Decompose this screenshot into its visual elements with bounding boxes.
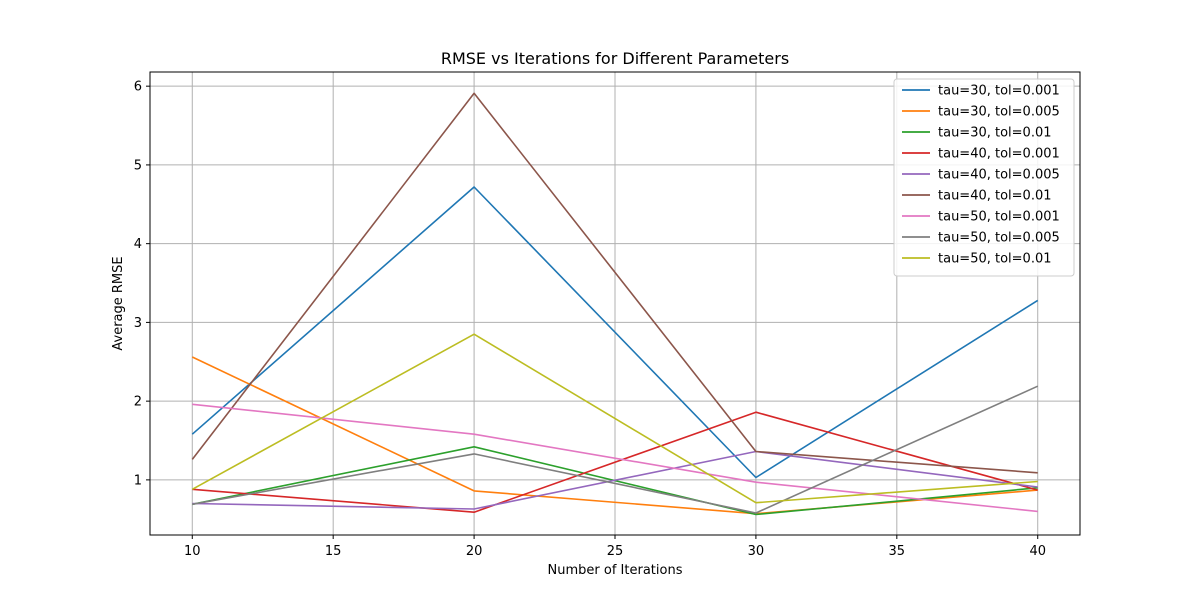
y-tick-label: 4 (134, 237, 142, 252)
legend-label-3: tau=30, tol=0.01 (938, 126, 1052, 141)
legend-label-7: tau=50, tol=0.001 (938, 210, 1060, 225)
x-tick-label: 35 (889, 544, 906, 559)
y-tick-label: 3 (134, 316, 142, 331)
series-lines (191, 92, 1039, 516)
x-axis-label: Number of Iterations (548, 563, 683, 578)
legend-label-2: tau=30, tol=0.005 (938, 105, 1060, 120)
series-line-4 (192, 411, 1038, 514)
series-line-8 (192, 385, 1039, 514)
series-line-6 (191, 92, 1038, 474)
y-tick-label: 2 (134, 395, 142, 410)
series-line-7 (192, 403, 1038, 513)
series-line-5 (192, 450, 1038, 510)
chart-title: RMSE vs Iterations for Different Paramet… (441, 49, 789, 68)
legend: tau=30, tol=0.001 tau=30, tol=0.005 tau=30… (893, 78, 1075, 277)
x-tick-label: 40 (1029, 544, 1046, 559)
series-line-1 (191, 186, 1039, 479)
y-tick-label: 6 (134, 80, 142, 95)
x-tick-label: 20 (466, 544, 483, 559)
y-axis-label: Average RMSE (111, 256, 126, 350)
series-line-9 (191, 333, 1038, 504)
x-tick-label: 25 (607, 544, 624, 559)
legend-label-5: tau=40, tol=0.005 (938, 168, 1060, 183)
x-tick-label: 15 (325, 544, 342, 559)
legend-label-1: tau=30, tol=0.001 (938, 84, 1060, 99)
legend-box (893, 78, 1075, 277)
ticks: 10 15 20 25 30 35 40 1 2 3 4 5 6 (134, 80, 1046, 559)
legend-label-6: tau=40, tol=0.01 (938, 189, 1052, 204)
y-tick-label: 5 (134, 158, 142, 173)
legend-label-8: tau=50, tol=0.005 (938, 231, 1060, 246)
x-tick-label: 30 (748, 544, 765, 559)
legend-label-9: tau=50, tol=0.01 (938, 252, 1052, 267)
y-tick-label: 1 (134, 473, 142, 488)
x-tick-label: 10 (184, 544, 201, 559)
legend-label-4: tau=40, tol=0.001 (938, 147, 1060, 162)
